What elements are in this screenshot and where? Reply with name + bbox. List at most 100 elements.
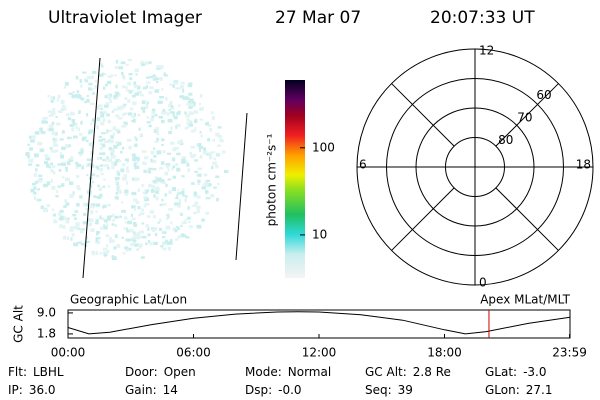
speckle bbox=[101, 217, 105, 221]
status-label: Mode: bbox=[245, 365, 282, 379]
speckle bbox=[51, 186, 56, 190]
speckle bbox=[135, 165, 140, 170]
speckle bbox=[74, 210, 78, 213]
speckle bbox=[53, 220, 58, 224]
speckle bbox=[114, 176, 120, 180]
speckle bbox=[40, 205, 44, 210]
status-label: Gain: bbox=[125, 383, 157, 397]
speckle bbox=[152, 159, 157, 164]
speckle bbox=[156, 131, 159, 136]
speckle bbox=[61, 130, 65, 134]
speckle bbox=[133, 163, 137, 167]
speckle bbox=[132, 239, 137, 243]
speckle bbox=[114, 224, 118, 228]
speckle bbox=[107, 75, 112, 78]
speckle bbox=[126, 138, 132, 142]
speckle bbox=[76, 163, 82, 168]
speckle bbox=[121, 209, 126, 213]
speckle bbox=[96, 117, 101, 122]
speckle bbox=[115, 59, 119, 64]
speckle bbox=[44, 154, 49, 157]
speckle bbox=[212, 139, 215, 142]
speckle bbox=[43, 183, 48, 188]
speckle bbox=[84, 100, 87, 104]
speckle bbox=[155, 178, 160, 183]
speckle bbox=[135, 236, 140, 240]
speckle bbox=[67, 117, 72, 121]
speckle bbox=[136, 85, 141, 90]
speckle bbox=[143, 162, 147, 166]
speckle bbox=[115, 128, 120, 132]
speckle bbox=[50, 162, 53, 166]
speckle bbox=[106, 80, 112, 85]
speckle bbox=[82, 221, 88, 225]
speckle bbox=[171, 157, 176, 162]
speckle bbox=[149, 242, 153, 246]
speckle bbox=[88, 87, 92, 91]
speckle bbox=[30, 139, 35, 143]
speckle bbox=[95, 165, 99, 168]
speckle bbox=[117, 116, 123, 120]
speckle bbox=[112, 239, 116, 242]
speckle bbox=[140, 212, 145, 216]
speckle bbox=[172, 227, 177, 232]
speckle bbox=[80, 120, 83, 125]
speckle bbox=[197, 167, 203, 170]
speckle bbox=[181, 175, 185, 178]
speckle bbox=[147, 240, 150, 243]
speckle bbox=[99, 226, 105, 230]
speckle bbox=[224, 169, 229, 173]
speckle bbox=[118, 66, 123, 70]
speckle bbox=[34, 153, 39, 158]
speckle bbox=[126, 160, 129, 164]
speckle bbox=[105, 102, 110, 105]
speckle bbox=[173, 146, 179, 150]
speckle bbox=[128, 90, 133, 94]
speckle bbox=[78, 110, 81, 114]
speckle bbox=[197, 195, 201, 199]
speckle bbox=[79, 153, 83, 157]
speckle bbox=[116, 106, 121, 111]
speckle bbox=[85, 202, 89, 207]
speckle bbox=[79, 195, 83, 199]
speckle bbox=[53, 140, 57, 144]
speckle bbox=[169, 100, 173, 105]
speckle bbox=[28, 135, 32, 139]
speckle bbox=[59, 152, 62, 155]
speckle bbox=[101, 144, 106, 148]
speckle bbox=[124, 216, 127, 219]
speckle bbox=[188, 111, 194, 116]
speckle bbox=[65, 166, 68, 170]
speckle bbox=[117, 130, 121, 134]
speckle bbox=[110, 154, 116, 159]
speckle bbox=[165, 217, 169, 220]
speckle bbox=[108, 236, 112, 241]
status-item: IP: 36.0 bbox=[8, 383, 56, 397]
speckle bbox=[38, 178, 43, 181]
speckle bbox=[30, 188, 35, 193]
speckle bbox=[159, 77, 163, 81]
speckle bbox=[154, 232, 158, 237]
speckle bbox=[107, 158, 113, 162]
speckle bbox=[112, 132, 115, 136]
speckle bbox=[111, 223, 115, 226]
speckle bbox=[177, 192, 182, 195]
speckle bbox=[121, 71, 124, 76]
speckle bbox=[39, 127, 43, 132]
speckle bbox=[48, 114, 54, 117]
status-item: Door: Open bbox=[125, 365, 196, 379]
polar-diagonal bbox=[495, 187, 559, 251]
speckle bbox=[82, 71, 87, 74]
speckle bbox=[106, 156, 109, 160]
speckle bbox=[100, 172, 104, 176]
status-item: Gain: 14 bbox=[125, 383, 178, 397]
speckle bbox=[121, 177, 127, 181]
speckle bbox=[131, 89, 134, 92]
speckle bbox=[95, 240, 101, 244]
speckle bbox=[139, 94, 145, 97]
speckle bbox=[155, 81, 159, 84]
speckle bbox=[150, 117, 154, 122]
speckle bbox=[194, 119, 198, 124]
speckle bbox=[105, 234, 109, 237]
status-value: 39 bbox=[398, 383, 413, 397]
